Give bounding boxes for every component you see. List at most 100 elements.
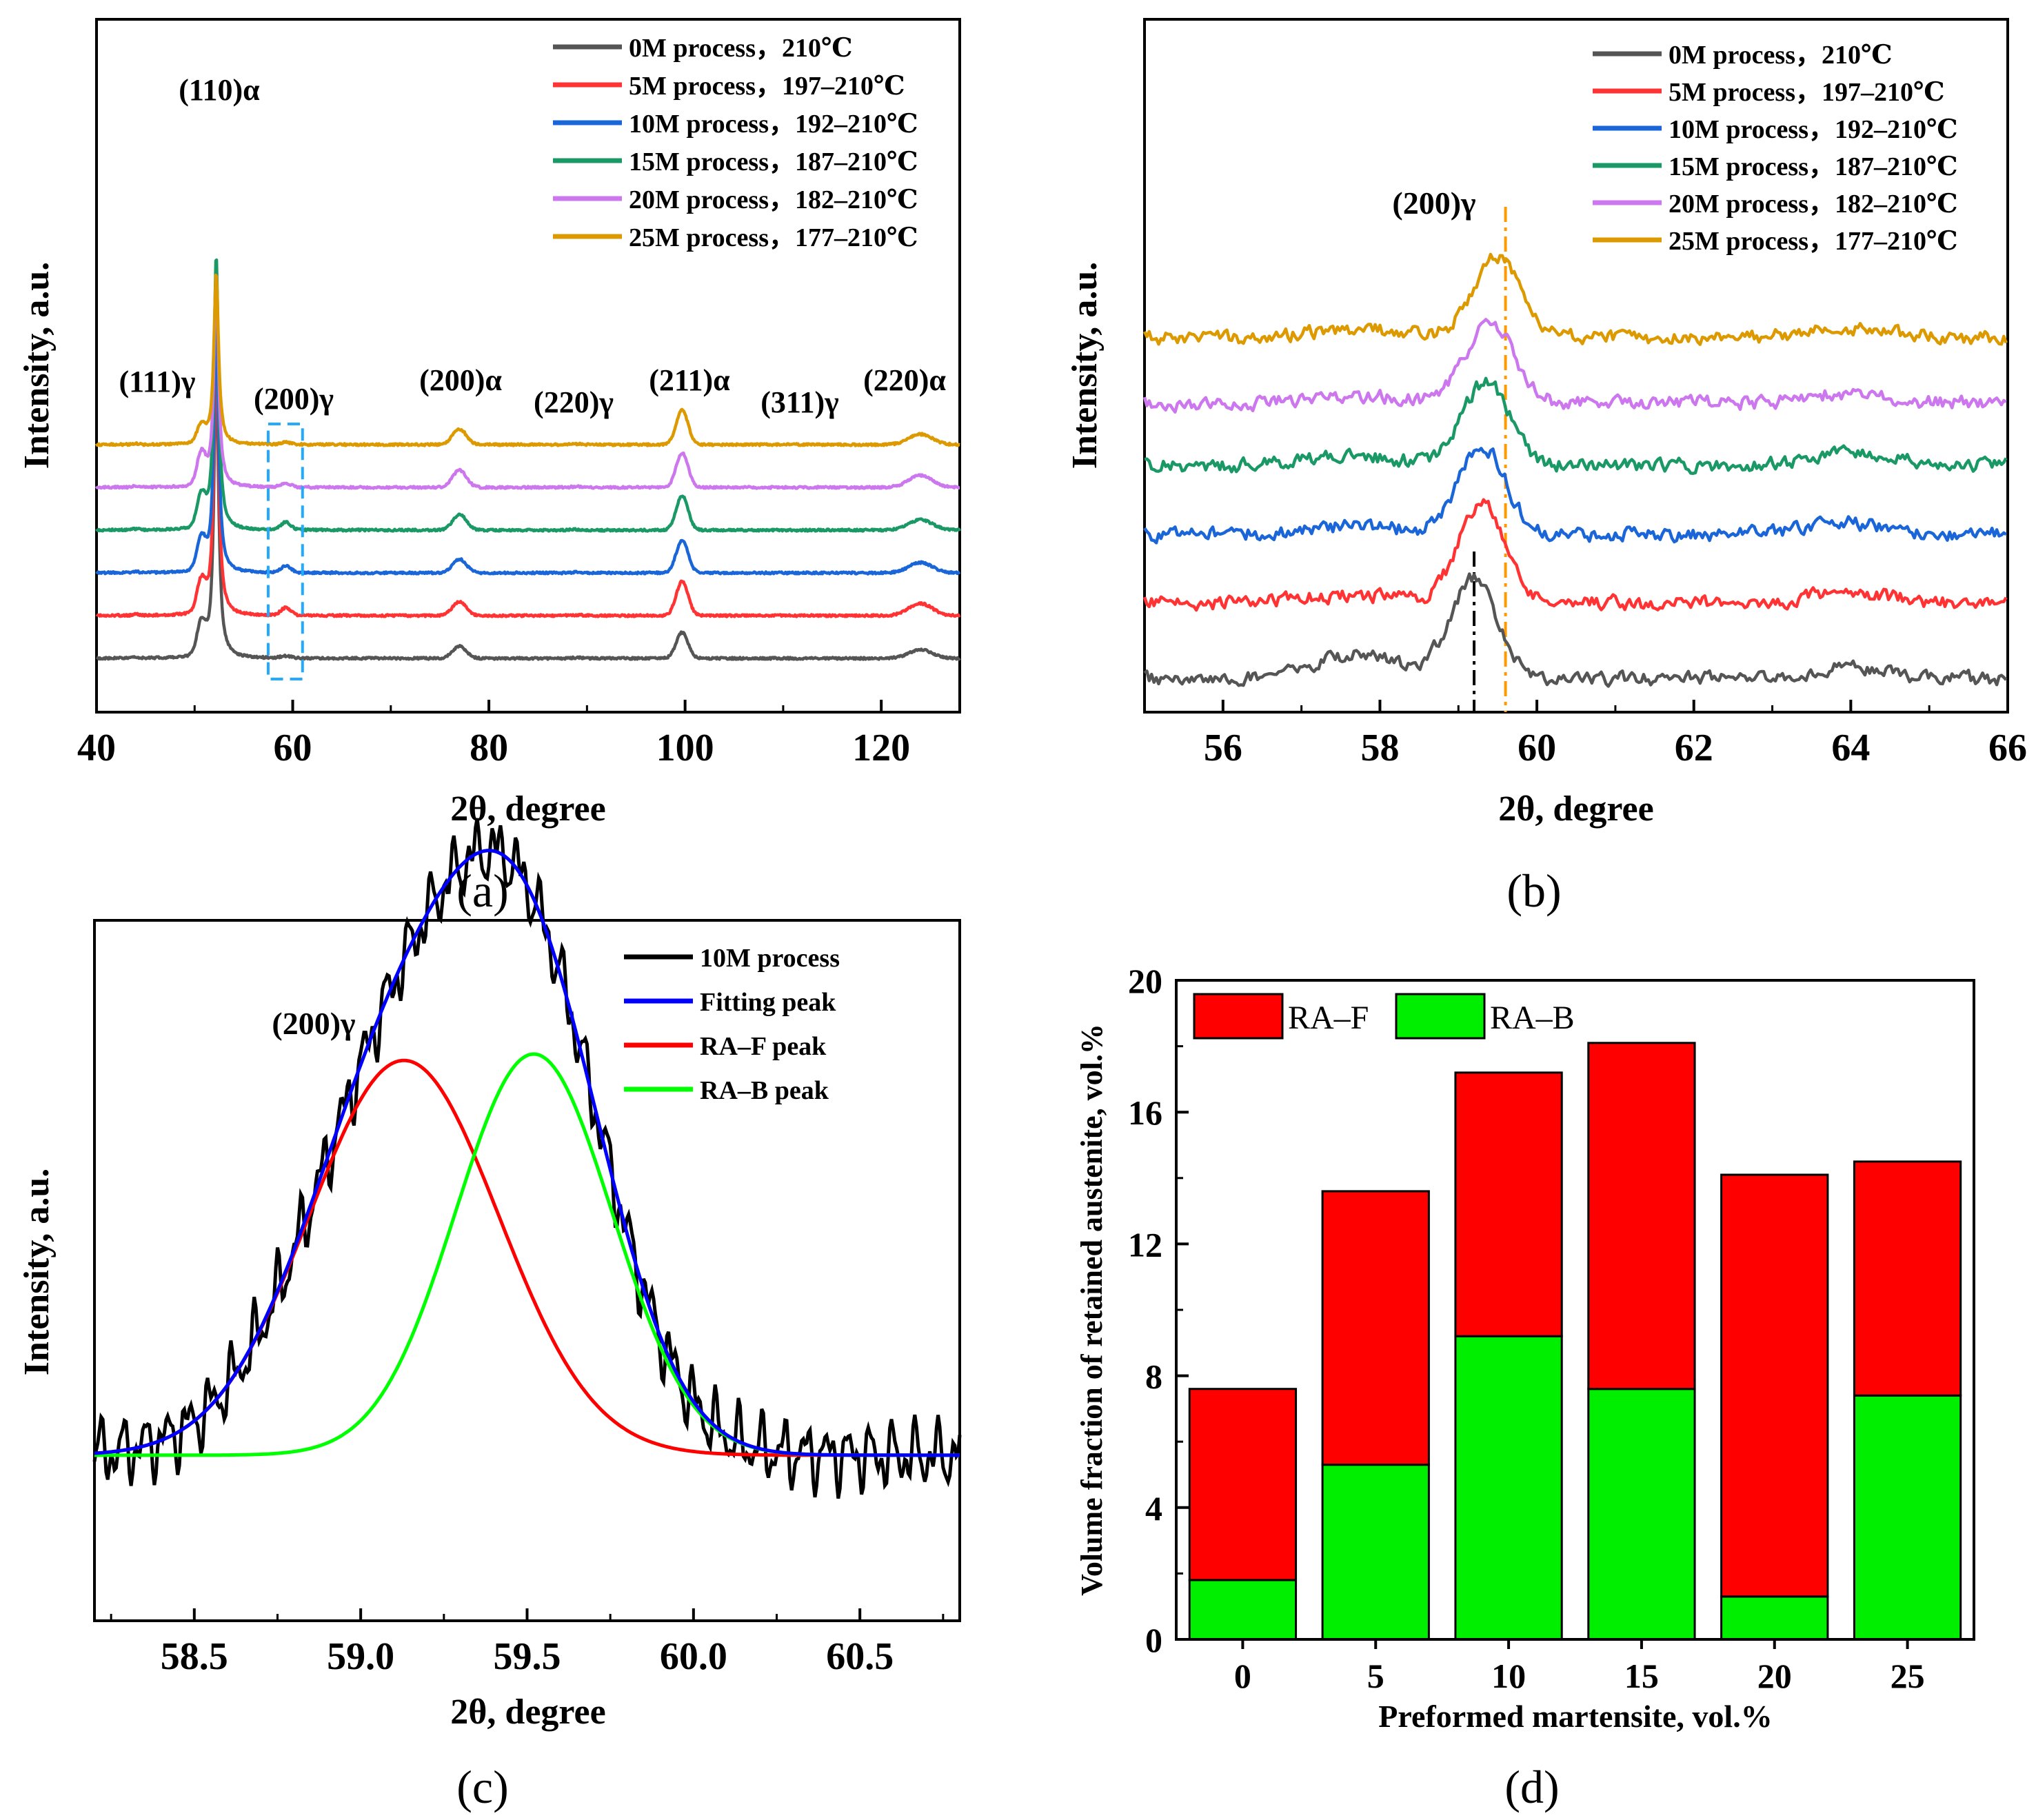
panel-a-peak-label: (200)γ [254,382,334,416]
panel-c-x-ticks: 58.5 59.0 59.5 60.0 60.5 [110,1608,945,1678]
panel-a-x-label: 2θ, degree [450,789,605,829]
panel-b-legend-label: 5M process，197–210℃ [1669,78,1945,107]
panel-d-y-tick-label: 8 [1145,1357,1162,1396]
panel-a-series-line [95,370,961,661]
panel-d-y-tick-label: 20 [1128,962,1162,1000]
panel-a-peak-label: (220)γ [534,385,614,419]
panel-d-bar-ra-f [1454,1071,1563,1337]
panel-d-legend: RA–F RA–B [1193,993,1575,1040]
panel-a-x-tick-label: 60 [274,727,312,769]
panel-d-x-tick-label: 0 [1234,1657,1251,1695]
panel-d-x-tick-label: 15 [1624,1657,1659,1695]
panel-d-y-tick-label: 0 [1145,1621,1162,1659]
panel-d-legend-label: RA–F [1288,1000,1369,1036]
panel-b-frame [1143,18,2009,714]
panel-a-legend-label: 10M process，192–210℃ [629,110,918,139]
panel-b-x-tick-label: 60 [1518,727,1556,769]
panel-b-x-tick-label: 62 [1675,727,1713,769]
panel-a-peak-label: (220)α [863,363,946,397]
panel-b-x-label: 2θ, degree [1498,789,1653,829]
panel-a-peak-labels: (111)γ (110)α (200)γ (200)α (220)γ (211)α (311… [119,73,946,419]
panel-c-x-tick-label: 59.0 [327,1635,394,1678]
panel-a-peak-label: (111)γ [119,365,195,398]
panel-c-legend-label: 10M process [700,944,840,973]
panel-c-legend-label: Fitting peak [700,988,836,1017]
panel-c-x-tick-label: 58.5 [161,1635,228,1678]
panel-c-x-tick-label: 60.5 [826,1635,894,1678]
panel-b-legend-label: 15M process，187–210℃ [1669,152,1958,181]
panel-b-x-tick-label: 64 [1831,727,1870,769]
panel-b-x-ticks: 56 58 60 62 64 66 [1204,700,2027,769]
panel-b-legend-label: 25M process，177–210℃ [1669,227,1958,256]
panel-a-legend-label: 25M process，177–210℃ [629,223,918,252]
panel-d-bar-ra-b [1720,1595,1829,1641]
panel-c-ra-f-line [94,1058,960,1457]
panel-a-series-line [95,275,961,490]
panel-d-bar-ra-b [1188,1579,1298,1641]
panel-d-bar-ra-f [1188,1388,1298,1581]
panel-a: 40 60 80 100 120 (111)γ (110)α (200)γ (200)α (22… [17,18,962,917]
panel-d-bar-ra-f [1587,1042,1696,1391]
panel-d-y-tick-label: 16 [1128,1093,1162,1132]
panel-a-peak-label: (110)α [179,73,260,107]
panel-a-legend-label: 0M process，210℃ [629,34,853,63]
panel-d-legend-label: RA–B [1490,1000,1575,1036]
panel-c-x-tick-label: 60.0 [660,1635,727,1678]
panel-d-x-tick-label: 20 [1757,1657,1792,1695]
panel-a-series-line [94,273,961,447]
panel-d-bar-ra-b [1321,1464,1430,1641]
panel-a-peak-label: (211)α [649,363,730,397]
panel-b-x-tick-label: 58 [1360,727,1399,769]
panel-b-x-tick-label: 56 [1204,727,1242,769]
panel-b-reference-lines [1473,207,1507,712]
panel-b: 56 58 60 62 64 66 (200)γ 0M process，210℃ 5M pr… [1065,18,2027,917]
panel-c-curves [92,818,962,1499]
panel-d-bar-ra-f [1853,1160,1962,1397]
panel-a-legend: 0M process，210℃ 5M process，197–210℃ 10M pr… [553,34,918,252]
panel-a-x-ticks: 40 60 80 100 120 [77,700,910,769]
panel-a-x-tick-label: 120 [852,727,910,769]
panel-c-x-tick-label: 59.5 [494,1635,561,1678]
panel-d-bar-ra-b [1587,1388,1696,1641]
panel-b-legend-label: 20M process，182–210℃ [1669,190,1958,219]
panel-a-curves [94,258,962,661]
panel-b-series-line [1143,447,2007,545]
panel-d-legend-swatch [1395,993,1486,1040]
panel-b-label: (b) [1506,865,1561,917]
panel-b-series-line [1142,252,2008,346]
panel-d-bar-ra-f [1720,1173,1829,1598]
panel-d-x-label: Preformed martensite, vol.% [1378,1699,1772,1734]
panel-b-legend: 0M process，210℃ 5M process，197–210℃ 10M pr… [1593,41,1958,256]
panel-c: 58.5 59.0 59.5 60.0 60.5 (200)γ 10M process F… [17,818,962,1813]
panel-a-y-label: Intensity, a.u. [17,262,57,469]
panel-a-x-tick-label: 80 [470,727,508,769]
panel-d-ticks: 0 4 8 12 16 20 0 5 10 15 20 25 [1128,962,1925,1695]
panel-a-series-line [95,343,961,618]
panel-b-peak-label: (200)γ [1392,185,1475,221]
panel-a-series-line [95,317,961,576]
panel-c-fit-line [94,849,960,1457]
panel-d-bar-ra-b [1454,1335,1563,1641]
panel-a-peak-label: (311)γ [760,385,838,419]
panel-c-frame [93,919,961,1622]
panel-a-legend-label: 20M process，182–210℃ [629,185,918,214]
panel-d-bar-ra-f [1321,1190,1430,1466]
panel-b-series-line [1142,498,2008,612]
panel-d-x-tick-label: 25 [1891,1657,1925,1695]
panel-a-x-tick-label: 40 [77,727,116,769]
panel-a-frame [95,18,961,714]
panel-a-x-tick-label: 100 [656,727,714,769]
panel-a-series-line [95,258,962,533]
panel-b-y-label: Intensity, a.u. [1065,262,1105,469]
panel-b-series-line [1143,572,2008,688]
panel-d-label: (d) [1504,1761,1559,1813]
panel-b-legend-label: 0M process，210℃ [1669,41,1893,70]
panel-b-x-tick-label: 66 [1988,727,2027,769]
panel-c-legend-label: RA–B peak [700,1076,829,1105]
panel-a-highlight-box [266,423,304,680]
panel-c-legend: 10M process Fitting peak RA–F peak RA–B pea… [624,944,840,1105]
panel-d-x-tick-label: 10 [1491,1657,1526,1695]
panel-d-bar-ra-b [1853,1394,1962,1641]
panel-d-x-tick-label: 5 [1367,1657,1384,1695]
